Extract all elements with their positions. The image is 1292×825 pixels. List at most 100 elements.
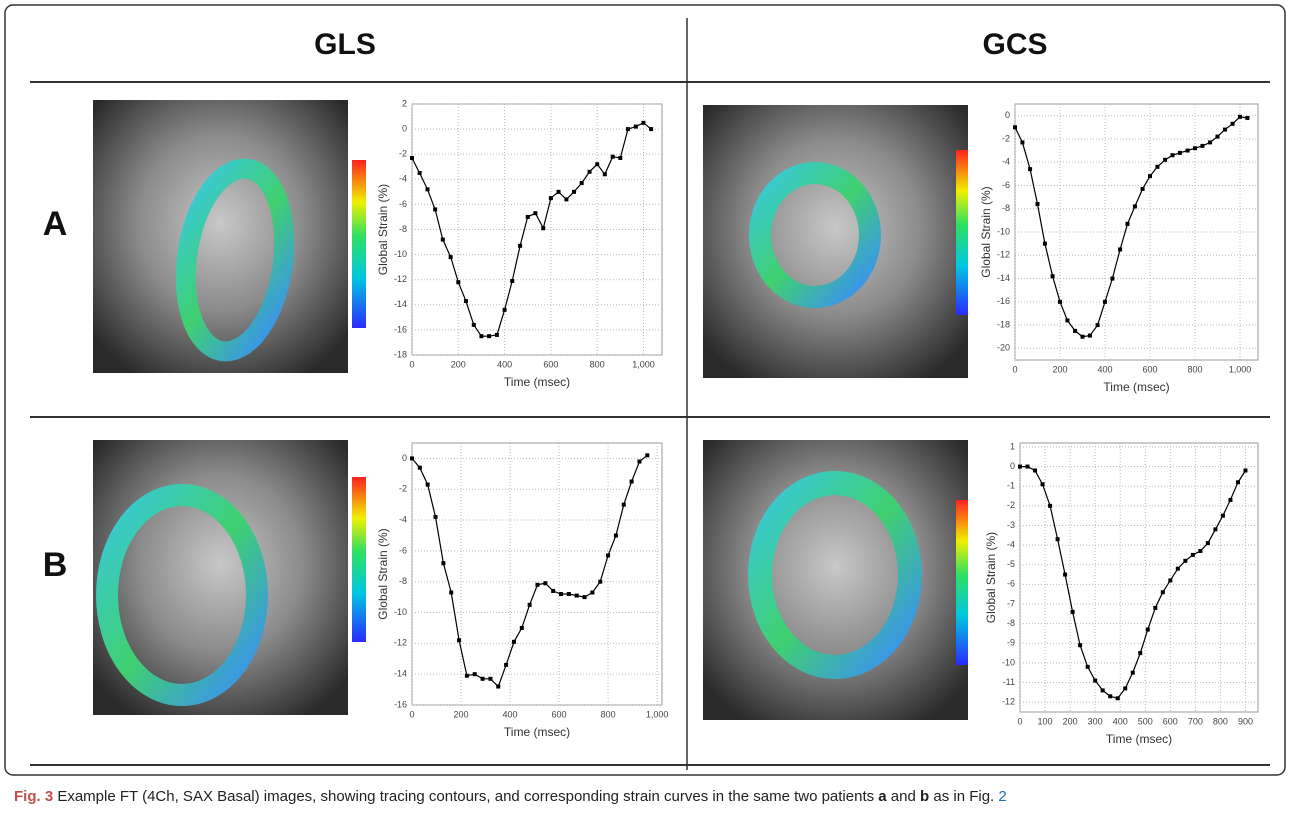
data-point: [1103, 299, 1107, 304]
data-point: [1230, 121, 1235, 126]
x-tick-label: 500: [1138, 716, 1153, 726]
data-point: [1220, 513, 1225, 518]
data-point: [621, 502, 626, 507]
y-tick-label: -4: [399, 514, 407, 524]
column-header: GCS: [982, 28, 1047, 61]
y-tick-label: -2: [1002, 133, 1010, 143]
data-point: [582, 595, 587, 600]
data-point: [1110, 276, 1115, 281]
data-point: [502, 307, 507, 312]
data-point: [1198, 548, 1203, 553]
y-tick-label: -10: [394, 607, 407, 617]
data-point: [417, 171, 422, 176]
y-tick-label: 0: [1005, 110, 1010, 120]
line-chart: -18 -16 -14 -12 -10 -8 -6 -4 -2 0 2 0 200 400 600 800 1,…: [376, 98, 663, 389]
x-tick-label: 1,000: [632, 359, 655, 369]
data-point: [525, 214, 530, 219]
y-tick-label: -12: [997, 250, 1010, 260]
plot-area: [411, 442, 663, 706]
x-tick-label: 600: [552, 709, 567, 719]
data-point: [595, 162, 600, 167]
y-tick-label: -8: [1002, 203, 1010, 213]
y-tick-label: -3: [1007, 520, 1015, 530]
data-point: [1033, 468, 1038, 473]
data-point: [1115, 696, 1120, 701]
plot-area: [1014, 103, 1259, 361]
data-point: [1130, 670, 1135, 675]
y-tick-label: -2: [399, 484, 407, 494]
frame: [4, 4, 1286, 776]
strain-curve: [411, 122, 652, 337]
plot-area: [1019, 442, 1259, 713]
data-point: [1118, 247, 1123, 252]
y-tick-label: -20: [997, 343, 1010, 353]
mri-image: [93, 440, 366, 715]
data-point: [472, 672, 477, 677]
x-tick-label: 400: [503, 709, 518, 719]
x-tick-label: 400: [1097, 364, 1112, 374]
x-tick-label: 400: [497, 359, 512, 369]
data-point: [456, 280, 461, 285]
data-point: [602, 172, 607, 177]
y-tick-label: -8: [1007, 618, 1015, 628]
x-tick-label: 0: [1012, 364, 1017, 374]
x-axis-label: Time (msec): [1106, 732, 1172, 746]
data-point: [641, 120, 646, 125]
data-point: [519, 625, 524, 630]
x-axis-label: Time (msec): [504, 725, 570, 739]
x-tick-label: 1,000: [1229, 364, 1252, 374]
data-point: [1085, 664, 1090, 669]
y-tick-label: -6: [1007, 579, 1015, 589]
data-point: [1213, 527, 1218, 532]
y-tick-label: -10: [1002, 657, 1015, 667]
data-point: [471, 322, 476, 327]
y-tick-label: -7: [1007, 598, 1015, 608]
data-point: [479, 334, 484, 339]
data-point: [556, 189, 561, 194]
y-tick-label: -12: [394, 638, 407, 648]
data-point: [1215, 134, 1220, 139]
y-tick-label: -14: [394, 299, 407, 309]
x-tick-label: 0: [1017, 716, 1022, 726]
y-tick-label: -10: [997, 226, 1010, 236]
y-axis-label: Global Strain (%): [979, 186, 993, 277]
data-point: [649, 127, 654, 132]
data-point: [440, 237, 445, 242]
data-point: [1042, 241, 1047, 246]
data-point: [551, 588, 556, 593]
data-point: [1063, 572, 1068, 577]
data-point: [487, 334, 492, 339]
data-point: [1040, 482, 1045, 487]
x-tick-label: 800: [590, 359, 605, 369]
data-point: [613, 533, 618, 538]
y-axis-label: Global Strain (%): [376, 528, 390, 619]
data-point: [410, 155, 414, 160]
data-point: [433, 207, 438, 212]
data-point: [480, 676, 485, 681]
data-point: [1013, 125, 1017, 130]
data-point: [587, 169, 592, 174]
y-tick-label: -12: [1002, 697, 1015, 707]
data-point: [1020, 140, 1025, 145]
y-tick-label: 2: [402, 98, 407, 108]
data-point: [433, 514, 438, 519]
line-chart: -20-18-16-14-12-10-8-6-4-200 200 400 600 800…: [979, 103, 1259, 394]
data-point: [1132, 204, 1137, 209]
data-point: [518, 243, 523, 248]
data-point: [1153, 605, 1158, 610]
data-point: [645, 453, 650, 458]
data-point: [572, 189, 577, 194]
y-tick-label: 0: [1010, 461, 1015, 471]
data-point: [1160, 590, 1165, 595]
data-point: [410, 456, 414, 461]
data-point: [1138, 651, 1143, 656]
mri-image: [93, 100, 366, 373]
y-axis-label: Global Strain (%): [984, 532, 998, 623]
x-tick-label: 800: [1213, 716, 1228, 726]
data-point: [1025, 464, 1030, 469]
x-tick-label: 200: [454, 709, 469, 719]
data-point: [1193, 146, 1197, 151]
y-tick-label: -10: [394, 249, 407, 259]
data-point: [1140, 186, 1145, 191]
